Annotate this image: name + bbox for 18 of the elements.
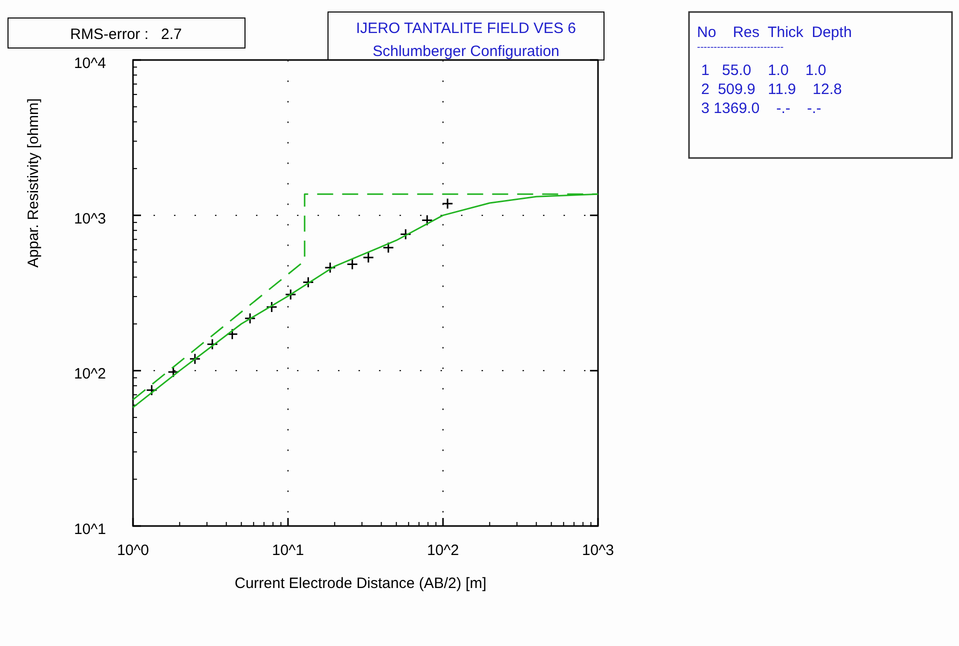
x-tick-label: 10^3 <box>582 542 614 559</box>
text: -------------------------- <box>697 42 784 53</box>
text: RMS-error : 2.7 <box>70 26 182 43</box>
chart-title: IJERO TANTALITE FIELD VES 6 <box>356 20 576 37</box>
y-tick-label: 10^1 <box>74 521 106 538</box>
text: 3 1369.0 -.- -.- <box>697 100 822 117</box>
x-tick-label: 10^2 <box>426 542 460 559</box>
y-tick-label: 10^3 <box>74 210 106 228</box>
x-axis-title: Current Electrode Distance (AB/2) [m] <box>234 575 486 592</box>
text: No Res Thick Depth <box>697 24 852 41</box>
x-tick-label: 10^0 <box>116 542 150 559</box>
text: 1 55.0 1.0 1.0 <box>697 62 826 79</box>
text: 2 509.9 11.9 12.8 <box>697 81 842 98</box>
y-tick-label: 10^4 <box>74 55 106 72</box>
y-tick-label: 10^2 <box>74 366 106 383</box>
chart-subtitle: Schlumberger Configuration <box>372 43 560 60</box>
x-tick-label: 10^1 <box>272 542 304 559</box>
y-axis-title: Appar. Resistivity [ohmm] <box>25 98 42 268</box>
